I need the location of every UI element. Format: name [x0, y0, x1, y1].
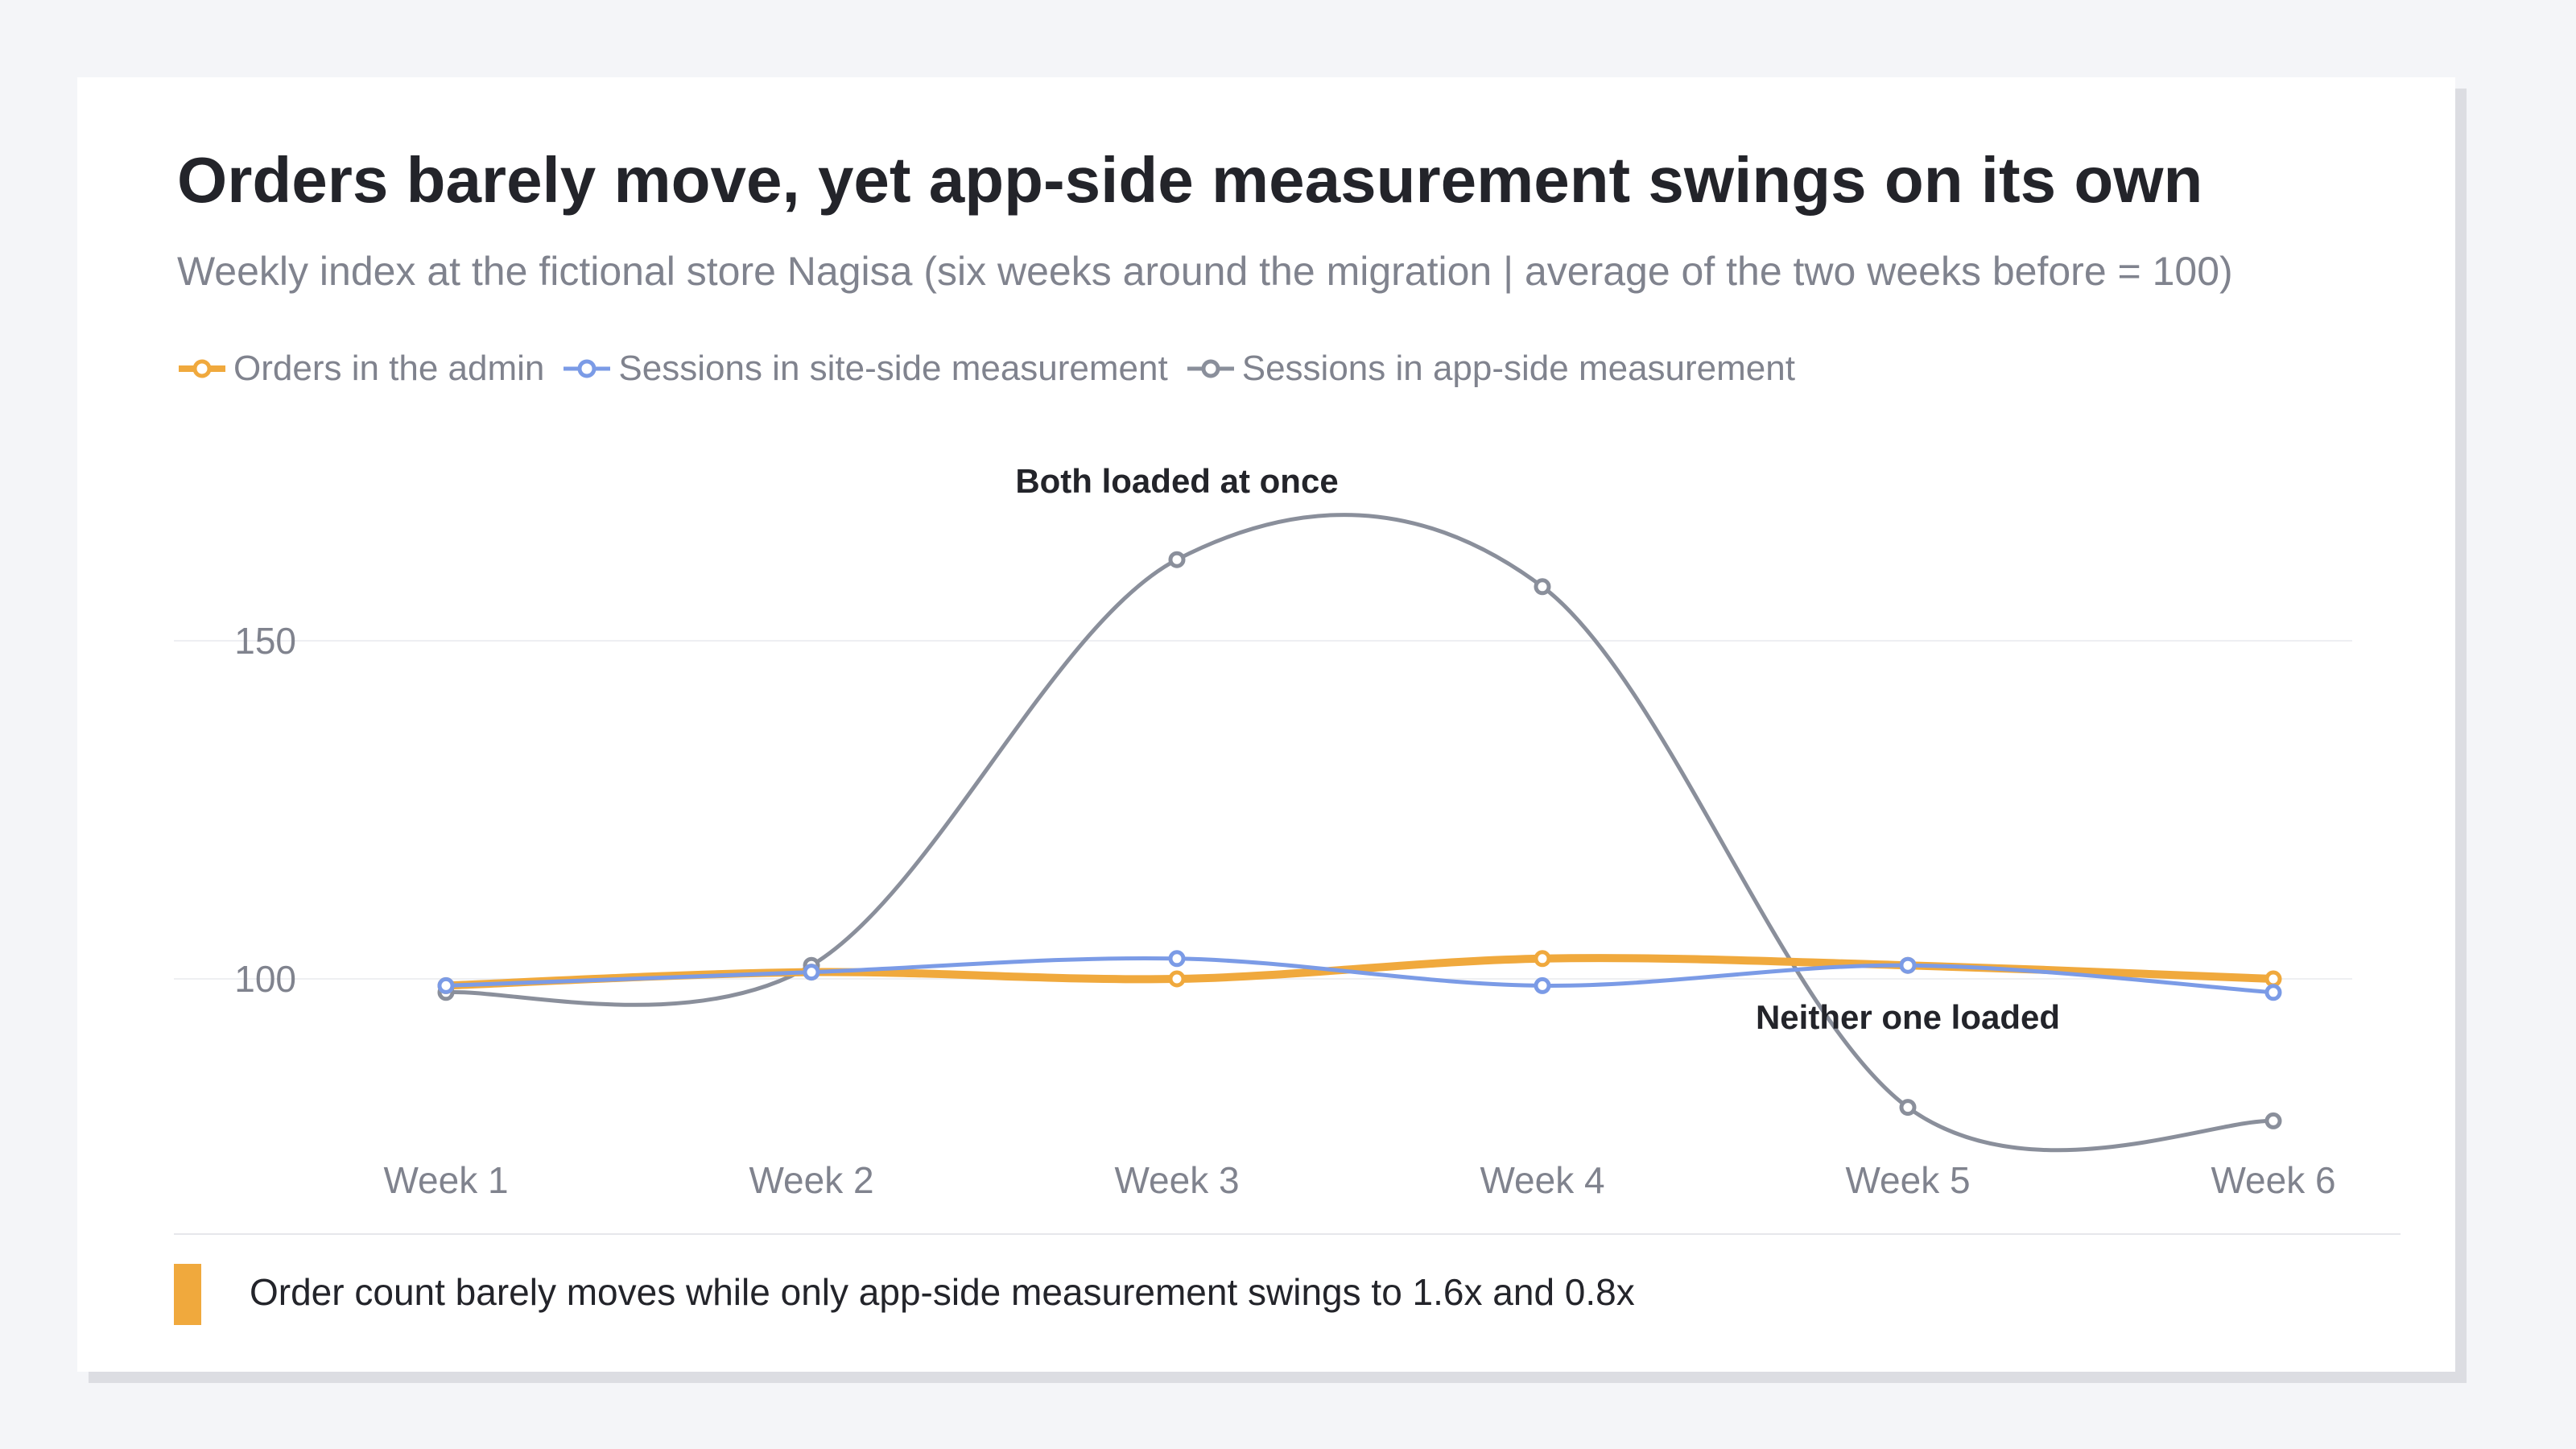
data-point-site-sessions-week-3 — [1168, 950, 1186, 968]
series-line-app-sessions — [444, 513, 2276, 1153]
data-point-orders-week-3 — [1168, 970, 1186, 988]
data-point-site-sessions-week-6 — [2264, 984, 2282, 1001]
data-point-site-sessions-week-4 — [1534, 976, 1551, 994]
chart-title: Orders barely move, yet app-side measure… — [177, 144, 2203, 216]
data-point-orders-week-4 — [1534, 950, 1551, 968]
x-tick-label-week-3: Week 3 — [1114, 1159, 1239, 1201]
data-point-site-sessions-week-5 — [1899, 956, 1917, 974]
footer-divider — [174, 1233, 2401, 1235]
series-line-site-sessions — [444, 956, 2276, 995]
data-point-site-sessions-week-2 — [803, 964, 820, 981]
legend-item-app-sessions[interactable]: Sessions in app-side measurement — [1186, 349, 1795, 389]
data-point-app-sessions-week-5 — [1899, 1099, 1917, 1117]
chart-subtitle: Weekly index at the fictional store Nagi… — [177, 249, 2233, 294]
x-tick-label-week-4: Week 4 — [1480, 1159, 1604, 1201]
legend-label-app-sessions: Sessions in app-side measurement — [1241, 349, 1795, 388]
footer-accent-bar — [174, 1264, 201, 1325]
x-tick-label-week-6: Week 6 — [2211, 1159, 2335, 1201]
line-chart: 100 150 Week 1 Week 2 Week 3 Week 4 Week 5 Week… — [174, 462, 2352, 1201]
data-point-site-sessions-week-1 — [437, 976, 455, 994]
data-point-orders-week-6 — [2264, 970, 2282, 988]
legend-label-site-sessions: Sessions in site-side measurement — [618, 349, 1168, 388]
legend-swatch-site-sessions — [564, 359, 611, 378]
annotation-neither-one-loaded: Neither one loaded — [1756, 998, 2060, 1036]
x-tick-label-week-2: Week 2 — [749, 1159, 873, 1201]
data-point-app-sessions-week-4 — [1534, 578, 1551, 596]
legend-item-orders[interactable]: Orders in the admin — [177, 349, 544, 389]
y-tick-label-100: 100 — [234, 958, 296, 1000]
legend-item-site-sessions[interactable]: Sessions in site-side measurement — [562, 349, 1168, 389]
footer-note: Order count barely moves while only app-… — [250, 1271, 1635, 1313]
chart-legend: Orders in the admin Sessions in site-sid… — [177, 343, 1813, 394]
y-tick-label-150: 150 — [234, 620, 296, 662]
chart-card: Orders barely move, yet app-side measure… — [77, 77, 2455, 1372]
legend-swatch-orders — [179, 359, 225, 378]
x-tick-label-week-1: Week 1 — [383, 1159, 508, 1201]
data-point-app-sessions-week-3 — [1168, 551, 1186, 568]
x-tick-label-week-5: Week 5 — [1845, 1159, 1970, 1201]
annotation-both-loaded-at-once: Both loaded at once — [1015, 462, 1338, 500]
legend-swatch-app-sessions — [1187, 359, 1234, 378]
data-point-app-sessions-week-6 — [2264, 1112, 2282, 1129]
legend-label-orders: Orders in the admin — [233, 349, 545, 388]
